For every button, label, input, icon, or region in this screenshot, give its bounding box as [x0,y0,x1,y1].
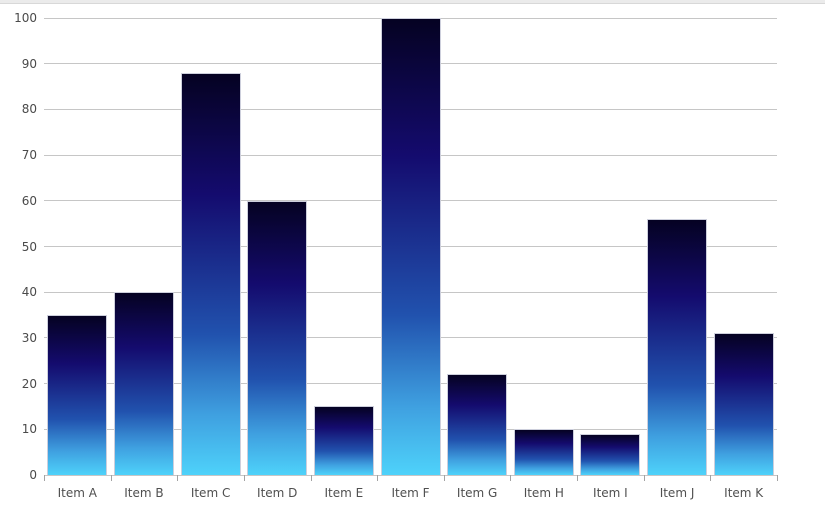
bar-item-d[interactable] [247,200,308,475]
x-axis-category-label: Item G [456,486,498,500]
x-axis-tick [643,475,645,481]
x-axis-category-label: Item H [523,486,564,500]
x-axis-tick [443,475,445,481]
x-axis-tick [243,475,245,481]
x-axis-tick [44,475,45,481]
x-axis-tick [177,475,179,481]
bar-item-a[interactable] [47,315,108,475]
x-axis-category-label: Item C [190,486,231,500]
x-axis-category-label: Item A [57,486,97,500]
x-axis-category-label: Item F [391,486,430,500]
x-axis-tick [110,475,112,481]
y-axis-tick-label: 100 [14,11,37,25]
y-axis-tick-label: 0 [29,468,37,482]
x-axis-category-label: Item J [659,486,695,500]
y-axis-tick-label: 80 [21,102,37,117]
y-axis-tick-label: 90 [21,56,37,71]
bar-item-e[interactable] [313,406,374,475]
bar-item-f[interactable] [380,18,441,475]
x-axis-tick [310,475,312,481]
x-axis-tick [577,475,579,481]
y-axis-tick-label: 70 [21,148,37,163]
x-axis-category-label: Item K [724,486,764,500]
y-axis-tick-label: 40 [21,285,37,300]
x-axis-category-label: Item B [124,486,164,500]
bar-item-g[interactable] [447,374,508,475]
bar-item-i[interactable] [580,433,641,475]
gridline-0 [44,474,777,476]
y-axis-tick-label: 60 [21,193,37,208]
y-axis-tick-label: 20 [21,376,37,391]
x-axis-tick [710,475,712,481]
y-axis-tick-label: 30 [21,330,37,345]
y-axis-tick-label: 50 [21,239,37,254]
x-axis-category-label: Item E [324,486,364,500]
y-axis-tick-label: 10 [21,422,37,437]
x-axis-tick [510,475,512,481]
x-axis-category-label: Item D [257,486,298,500]
bar-item-b[interactable] [113,292,174,475]
x-axis-tick [377,475,379,481]
top-divider [0,0,825,4]
bar-item-k[interactable] [713,333,774,475]
bar-item-h[interactable] [513,429,574,475]
bar-item-c[interactable] [180,72,241,475]
x-axis-category-label: Item I [593,486,628,500]
x-axis-tick [777,475,778,481]
bar-item-j[interactable] [647,219,708,475]
